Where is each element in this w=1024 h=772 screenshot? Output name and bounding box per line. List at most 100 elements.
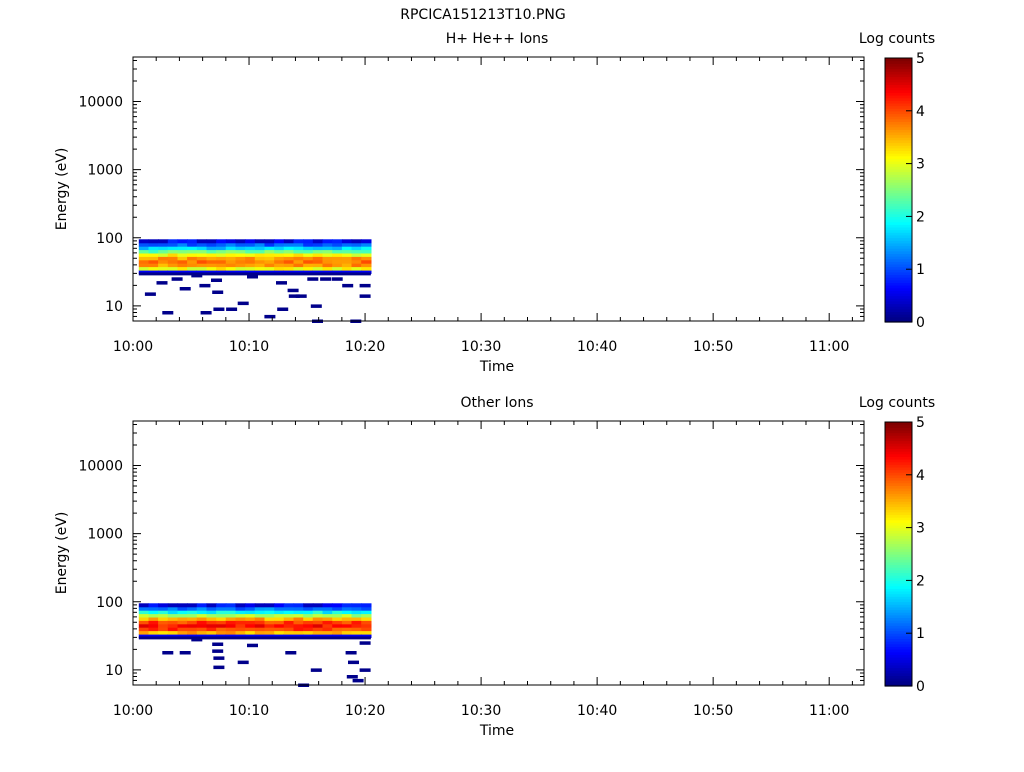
heatmap-cell bbox=[332, 246, 343, 251]
x-axis-label: Time bbox=[479, 723, 514, 739]
heatmap-cell bbox=[322, 630, 333, 635]
heatmap-cell bbox=[158, 603, 169, 608]
colorbar-segment bbox=[885, 659, 912, 663]
count-mark bbox=[359, 641, 371, 645]
heatmap-cell bbox=[216, 630, 227, 635]
heatmap-cell bbox=[206, 606, 217, 611]
colorbar-segment bbox=[885, 612, 912, 616]
count-mark bbox=[213, 656, 225, 660]
heatmap-cell bbox=[206, 246, 217, 251]
heatmap-cell bbox=[216, 246, 227, 251]
heatmap-cell bbox=[264, 616, 275, 621]
heatmap-cell bbox=[216, 620, 227, 625]
heatmap-cell bbox=[167, 263, 179, 268]
heatmap-cell bbox=[303, 270, 314, 274]
heatmap-cell bbox=[322, 623, 333, 628]
colorbar-segment bbox=[885, 63, 912, 67]
x-tick-label: 10:10 bbox=[229, 339, 269, 355]
colorbar-tick-label: 0 bbox=[916, 315, 925, 331]
heatmap-cell bbox=[167, 627, 179, 632]
heatmap-cell bbox=[303, 259, 314, 264]
heatmap-cell bbox=[312, 627, 324, 632]
heatmap-cell bbox=[361, 256, 372, 261]
heatmap-cell bbox=[216, 266, 227, 271]
heatmap-cell bbox=[138, 266, 150, 271]
y-tick-label: 1000 bbox=[87, 527, 123, 543]
count-mark bbox=[200, 311, 212, 315]
count-mark bbox=[346, 675, 358, 679]
colorbar-segment bbox=[885, 646, 912, 650]
heatmap-cell bbox=[361, 606, 372, 611]
heatmap-cell bbox=[225, 239, 237, 244]
heatmap-cell bbox=[312, 616, 324, 621]
heatmap-cell bbox=[361, 610, 372, 615]
heatmap-cell bbox=[245, 610, 256, 615]
heatmap-cell bbox=[322, 252, 333, 257]
heatmap-cell bbox=[206, 616, 217, 621]
colorbar-segment bbox=[885, 174, 912, 178]
heatmap-cell bbox=[245, 266, 256, 271]
colorbar-segment bbox=[885, 79, 912, 83]
heatmap-cell bbox=[303, 627, 314, 632]
heatmap-cell bbox=[293, 610, 304, 615]
colorbar-segment bbox=[885, 514, 912, 518]
heatmap-cell bbox=[225, 246, 237, 251]
heatmap-cell bbox=[351, 249, 362, 254]
count-mark bbox=[212, 290, 224, 294]
count-mark bbox=[276, 281, 287, 285]
count-mark bbox=[359, 294, 371, 298]
heatmap-cell bbox=[361, 630, 372, 635]
heatmap-cell bbox=[216, 256, 227, 261]
heatmap-cell bbox=[351, 242, 362, 247]
heatmap-cell bbox=[264, 603, 275, 608]
heatmap-cell bbox=[225, 249, 237, 254]
heatmap-cell bbox=[341, 263, 353, 268]
x-tick-label: 10:50 bbox=[693, 339, 733, 355]
x-axis-ticks: 10:00 10:10 10:20 10:30 10:40 10:50 11:00 bbox=[113, 421, 853, 719]
heatmap-cell bbox=[138, 259, 150, 264]
heatmap-cell bbox=[225, 270, 237, 274]
heatmap-cell bbox=[264, 620, 275, 625]
colorbar-segment bbox=[885, 535, 912, 539]
heatmap-cell bbox=[341, 256, 353, 261]
heatmap-cell bbox=[322, 249, 333, 254]
colorbar-segment bbox=[885, 530, 912, 534]
heatmap-cell bbox=[274, 630, 285, 635]
heatmap-cell bbox=[245, 616, 256, 621]
heatmap-cell bbox=[341, 603, 353, 608]
colorbar-tick-label: 0 bbox=[916, 679, 925, 695]
heatmap-cell bbox=[274, 610, 285, 615]
heatmap-cell bbox=[187, 620, 198, 625]
plot-frame bbox=[132, 56, 865, 322]
heatmap-cell bbox=[361, 246, 372, 251]
heatmap-cell bbox=[274, 249, 285, 254]
heatmap-cell bbox=[235, 613, 246, 618]
heatmap-cell bbox=[138, 620, 150, 625]
colorbar-segment bbox=[885, 638, 912, 642]
heatmap-cell bbox=[225, 263, 237, 268]
colorbar-segment bbox=[885, 440, 912, 444]
heatmap-cell bbox=[148, 246, 159, 251]
heatmap-cell bbox=[283, 606, 295, 611]
heatmap-cell bbox=[138, 623, 150, 628]
heatmap-cell bbox=[293, 239, 304, 244]
count-mark bbox=[342, 283, 354, 288]
heatmap-cell bbox=[254, 603, 266, 608]
heatmap-cell bbox=[351, 246, 362, 251]
colorbar-segment bbox=[885, 306, 912, 310]
colorbar-segment bbox=[885, 81, 912, 85]
y-tick-label: 10 bbox=[105, 299, 123, 315]
colorbar-segment bbox=[885, 71, 912, 75]
colorbar-segment bbox=[885, 561, 912, 566]
heatmap-cell bbox=[254, 259, 266, 264]
count-mark bbox=[287, 288, 299, 293]
heatmap-cell bbox=[293, 620, 304, 625]
heatmap-cell bbox=[274, 263, 285, 268]
heatmap-cell bbox=[341, 620, 353, 625]
x-tick-label: 10:20 bbox=[345, 703, 385, 719]
heatmap-cell bbox=[332, 606, 343, 611]
colorbar-segment bbox=[885, 469, 912, 473]
heatmap-cell bbox=[341, 249, 353, 254]
colorbar-segment bbox=[885, 540, 912, 545]
colorbar-segment bbox=[885, 675, 912, 679]
